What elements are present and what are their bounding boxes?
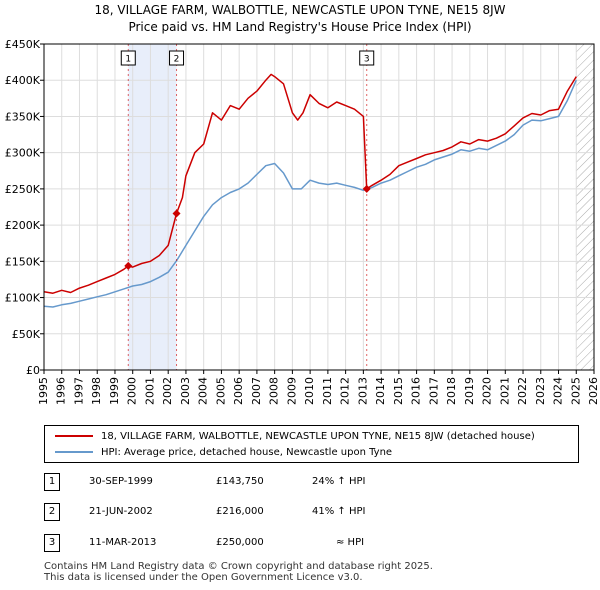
x-tick-label: 2007 bbox=[250, 377, 263, 405]
transaction-hpi: ≈ HPI bbox=[336, 537, 365, 548]
x-tick-label: 1998 bbox=[90, 377, 103, 405]
sale-number-label: 2 bbox=[174, 55, 180, 65]
future-hatch-region bbox=[576, 44, 594, 370]
y-tick-label: £400K bbox=[5, 74, 41, 87]
transaction-hpi: 24% ↑ HPI bbox=[312, 476, 366, 487]
x-tick-label: 2025 bbox=[569, 377, 582, 405]
transaction-date: 21-JUN-2002 bbox=[89, 506, 153, 517]
y-tick-label: £150K bbox=[5, 255, 41, 268]
x-tick-label: 2001 bbox=[143, 377, 156, 405]
series-line-hpi bbox=[43, 79, 577, 308]
transaction-number-badge: 2 bbox=[44, 503, 60, 521]
x-tick-label: 2023 bbox=[534, 377, 547, 405]
transaction-row: 3 11-MAR-2013 £250,000 ≈ HPI bbox=[44, 534, 584, 552]
transaction-date: 11-MAR-2013 bbox=[89, 537, 157, 548]
x-tick-label: 2006 bbox=[232, 377, 245, 405]
price-chart: 1 2 3 1995 1996 1997 1998 1999 2000 2001 2002 2003… bbox=[5, 38, 600, 405]
y-tick-label: £200K bbox=[5, 219, 41, 232]
x-tick-label: 1997 bbox=[72, 377, 85, 405]
transaction-date: 30-SEP-1999 bbox=[89, 476, 153, 487]
x-tick-label: 2010 bbox=[303, 377, 316, 405]
legend-label-hpi: HPI: Average price, detached house, Newc… bbox=[101, 447, 393, 458]
transaction-number-badge: 3 bbox=[44, 534, 60, 552]
x-tick-label: 2008 bbox=[268, 377, 281, 405]
x-tick-label: 1999 bbox=[108, 377, 121, 405]
sale-number-label: 3 bbox=[364, 55, 370, 65]
y-tick-label: £450K bbox=[5, 38, 41, 51]
y-tick-label: £250K bbox=[5, 183, 41, 196]
transaction-number-badge: 1 bbox=[44, 473, 60, 491]
y-tick-label: £50K bbox=[12, 328, 41, 341]
sale-number-box bbox=[359, 50, 375, 66]
y-tick-label: £350K bbox=[5, 110, 41, 123]
x-tick-label: 2005 bbox=[214, 377, 227, 405]
x-tick-label: 2019 bbox=[463, 377, 476, 405]
x-tick-label: 2020 bbox=[481, 377, 494, 405]
x-tick-label: 2002 bbox=[161, 377, 174, 405]
chart-title: 18, VILLAGE FARM, WALBOTTLE, NEWCASTLE U… bbox=[94, 3, 506, 17]
x-tick-label: 2026 bbox=[587, 377, 600, 405]
chart-subtitle: Price paid vs. HM Land Registry's House … bbox=[128, 20, 472, 34]
x-tick-label: 2021 bbox=[498, 377, 511, 405]
sale-point bbox=[124, 261, 133, 270]
legend: 18, VILLAGE FARM, WALBOTTLE, NEWCASTLE U… bbox=[44, 425, 579, 463]
footer-license: This data is licensed under the Open Gov… bbox=[44, 572, 363, 583]
transaction-hpi: 41% ↑ HPI bbox=[312, 506, 366, 517]
shaded-period bbox=[128, 44, 177, 370]
transaction-price: £250,000 bbox=[216, 537, 264, 548]
sale-number-box bbox=[169, 50, 185, 66]
sale-number-label: 1 bbox=[125, 55, 131, 65]
legend-label-property: 18, VILLAGE FARM, WALBOTTLE, NEWCASTLE U… bbox=[101, 431, 535, 442]
legend-swatch-hpi bbox=[55, 451, 93, 453]
x-tick-label: 2013 bbox=[356, 377, 369, 405]
x-tick-label: 2024 bbox=[552, 377, 565, 405]
y-tick-label: £100K bbox=[5, 292, 41, 305]
x-tick-label: 2015 bbox=[392, 377, 405, 405]
x-tick-label: 2009 bbox=[285, 377, 298, 405]
sale-point bbox=[172, 209, 181, 218]
y-tick-label: £0 bbox=[26, 364, 40, 377]
plot-frame bbox=[43, 43, 595, 371]
x-tick-label: 2017 bbox=[427, 377, 440, 405]
x-tick-label: 2014 bbox=[374, 377, 387, 405]
legend-item-hpi: HPI: Average price, detached house, Newc… bbox=[55, 446, 392, 460]
x-tick-label: 2018 bbox=[445, 377, 458, 405]
legend-item-property: 18, VILLAGE FARM, WALBOTTLE, NEWCASTLE U… bbox=[55, 430, 535, 444]
transaction-row: 2 21-JUN-2002 £216,000 41% ↑ HPI bbox=[44, 503, 584, 521]
x-tick-label: 1995 bbox=[37, 377, 50, 405]
transaction-row: 1 30-SEP-1999 £143,750 24% ↑ HPI bbox=[44, 473, 584, 491]
sale-point bbox=[362, 184, 371, 193]
transaction-price: £143,750 bbox=[216, 476, 264, 487]
transaction-price: £216,000 bbox=[216, 506, 264, 517]
x-tick-label: 2016 bbox=[410, 377, 423, 405]
x-tick-label: 2022 bbox=[516, 377, 529, 405]
x-tick-label: 2004 bbox=[197, 377, 210, 405]
series-line-property bbox=[43, 73, 577, 294]
x-tick-label: 2012 bbox=[339, 377, 352, 405]
y-tick-label: £300K bbox=[5, 147, 41, 160]
footer-copyright: Contains HM Land Registry data © Crown c… bbox=[44, 561, 433, 572]
sale-number-box bbox=[120, 50, 136, 66]
x-tick-label: 1996 bbox=[55, 377, 68, 405]
x-tick-label: 2000 bbox=[126, 377, 139, 405]
x-tick-label: 2011 bbox=[321, 377, 334, 405]
legend-swatch-property bbox=[55, 435, 93, 437]
x-tick-label: 2003 bbox=[179, 377, 192, 405]
